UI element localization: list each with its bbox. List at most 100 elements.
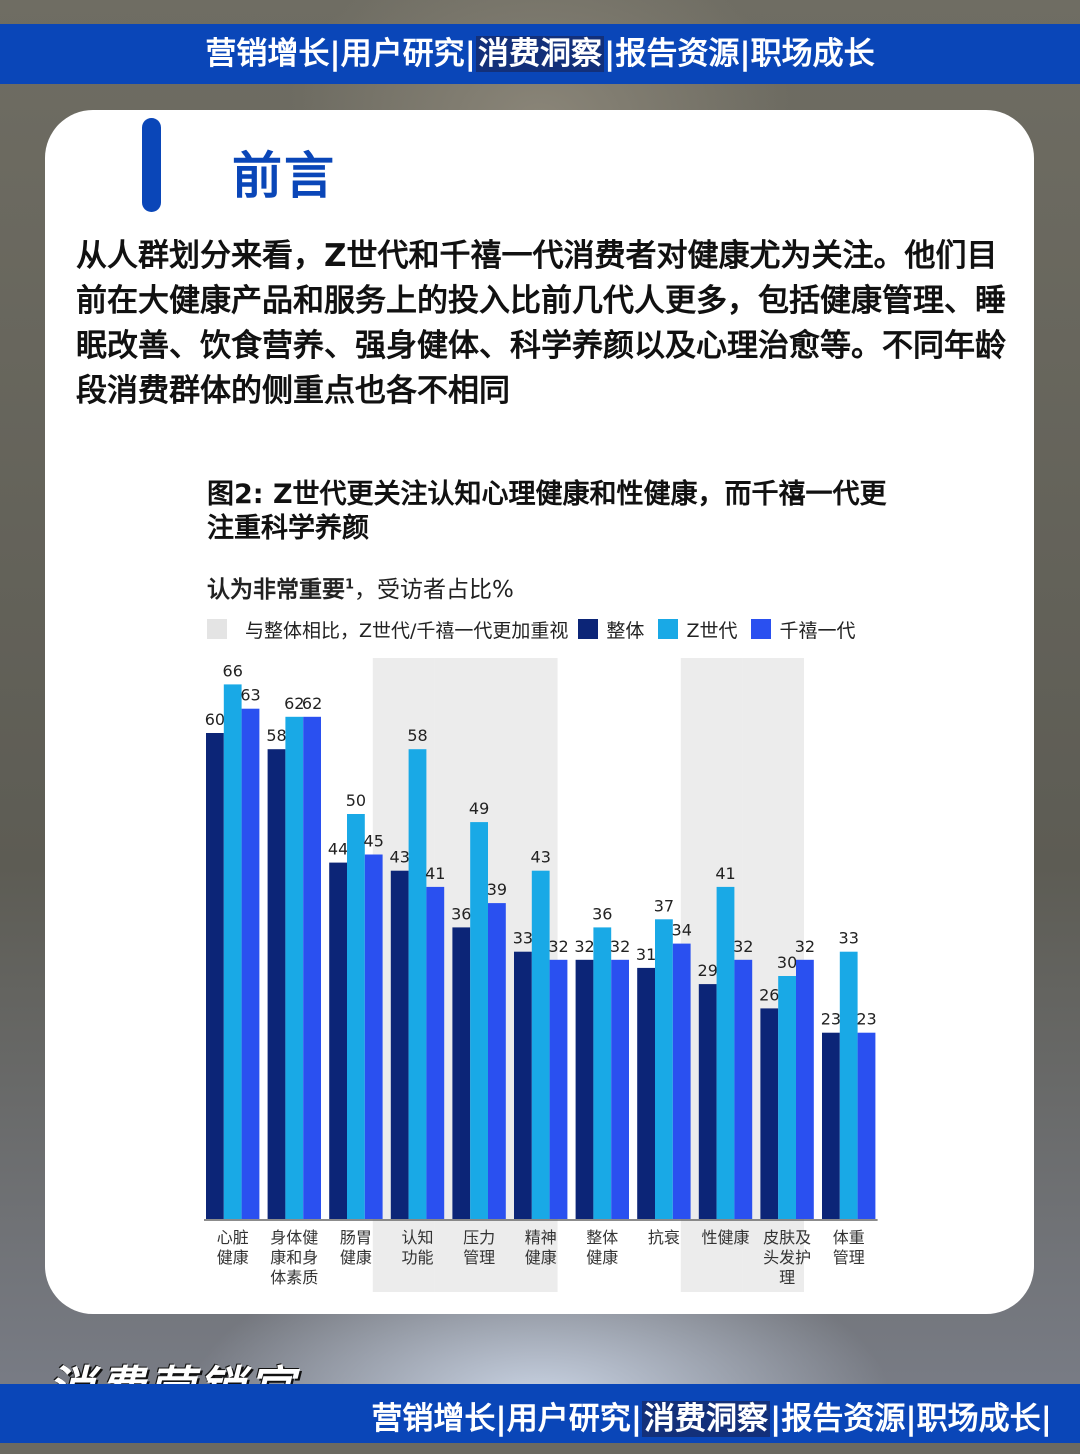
- legend-swatch-overall: [578, 619, 599, 639]
- bar-4-0: [452, 927, 471, 1219]
- page-heading: 前言: [232, 147, 336, 205]
- bar-6-0: [575, 959, 594, 1219]
- data-label-3-2: 41: [425, 864, 445, 883]
- bar-2-2: [364, 854, 383, 1219]
- data-label-6-1: 36: [592, 904, 612, 923]
- legend-swatch-genz: [658, 619, 679, 639]
- data-label-1-0: 58: [266, 726, 286, 745]
- category-label-7-0: 抗衰: [648, 1228, 680, 1247]
- chart-subtitle-footnote: 1: [345, 577, 355, 593]
- top-banner: 营销增长|用户研究|消费洞察|报告资源|职场成长: [0, 24, 1080, 84]
- bar-7-2: [672, 943, 691, 1219]
- category-label-1-2: 体素质: [270, 1268, 318, 1287]
- bar-8-0: [698, 984, 717, 1219]
- data-label-6-0: 32: [574, 937, 594, 956]
- category-label-9-0: 皮肤及: [763, 1228, 811, 1247]
- bar-9-1: [778, 976, 796, 1219]
- legend-swatch-highlight: [207, 619, 227, 639]
- data-label-4-2: 39: [487, 880, 507, 899]
- category-label-6-0: 整体: [586, 1228, 618, 1247]
- data-label-9-0: 26: [759, 985, 779, 1004]
- data-label-2-2: 45: [364, 832, 384, 851]
- bar-1-1: [285, 716, 304, 1219]
- bar-2-1: [347, 814, 365, 1219]
- data-label-10-2: 23: [856, 1010, 876, 1029]
- banner-bottom-highlight: 消费洞察: [642, 1401, 771, 1437]
- bar-10-0: [822, 1032, 840, 1219]
- data-label-3-0: 43: [390, 848, 410, 867]
- data-label-4-0: 36: [451, 904, 471, 923]
- bar-10-2: [857, 1032, 876, 1219]
- data-label-0-1: 66: [223, 661, 243, 680]
- data-label-6-2: 32: [610, 937, 630, 956]
- bar-4-1: [470, 822, 488, 1219]
- bar-9-0: [760, 1008, 779, 1219]
- legend-item-highlight: 与整体相比，Z世代/千禧一代更加重视: [207, 616, 568, 643]
- legend-label-highlight: 与整体相比，Z世代/千禧一代更加重视: [245, 619, 569, 642]
- bar-3-2: [426, 886, 445, 1219]
- data-label-0-2: 63: [240, 686, 260, 705]
- category-label-10-1: 管理: [833, 1248, 865, 1267]
- data-label-10-0: 23: [821, 1010, 841, 1029]
- legend-item-overall: 整体: [578, 616, 644, 643]
- data-label-7-1: 37: [654, 896, 674, 915]
- data-label-1-2: 62: [302, 694, 322, 713]
- chart-subtitle-unit: ，受访者占比%: [354, 577, 514, 603]
- data-label-7-2: 34: [672, 921, 692, 940]
- data-label-3-1: 58: [407, 726, 427, 745]
- data-label-9-2: 32: [795, 937, 815, 956]
- bar-9-2: [796, 959, 814, 1219]
- intro-paragraph: 从人群划分来看，Z世代和千禧一代消费者对健康尤为关注。他们目前在大健康产品和服务…: [76, 238, 1006, 409]
- bar-5-0: [514, 951, 532, 1219]
- chart-legend: 与整体相比，Z世代/千禧一代更加重视 整体 Z世代 千禧一代: [207, 615, 869, 643]
- bar-0-1: [223, 684, 242, 1219]
- legend-label-genz: Z世代: [686, 619, 738, 642]
- chart-title: 图2: Z世代更关注认知心理健康和性健康，而千禧一代更注重科学养颜: [207, 479, 887, 544]
- category-label-1-0: 身体健: [270, 1228, 318, 1247]
- bar-1-2: [303, 716, 321, 1219]
- banner-post: |报告资源|职场成长: [604, 36, 875, 72]
- legend-label-overall: 整体: [606, 619, 645, 642]
- category-label-1-1: 康和身: [270, 1248, 318, 1267]
- bar-10-1: [839, 951, 858, 1219]
- category-label-5-1: 健康: [525, 1248, 557, 1267]
- data-label-0-0: 60: [205, 710, 225, 729]
- category-label-4-0: 压力: [463, 1228, 495, 1247]
- bar-0-2: [241, 708, 260, 1219]
- category-label-9-1: 头发护: [763, 1248, 811, 1267]
- bar-0-0: [206, 733, 224, 1219]
- category-label-2-0: 肠胃: [340, 1228, 372, 1247]
- bar-4-2: [488, 903, 506, 1219]
- category-label-4-1: 管理: [463, 1248, 495, 1267]
- data-label-4-1: 49: [469, 799, 489, 818]
- category-label-5-0: 精神: [525, 1228, 557, 1247]
- legend-label-millennial: 千禧一代: [779, 619, 856, 642]
- bar-7-0: [637, 967, 655, 1219]
- banner-pre: 营销增长|用户研究|: [205, 36, 476, 72]
- heading-accent-bar: [142, 118, 161, 212]
- bar-8-2: [734, 959, 753, 1219]
- banner-bottom-post: |报告资源|职场成长|: [770, 1401, 1052, 1437]
- bar-2-0: [329, 862, 347, 1219]
- bottom-banner: 营销增长|用户研究|消费洞察|报告资源|职场成长|: [0, 1384, 1080, 1443]
- category-label-3-1: 功能: [401, 1248, 433, 1267]
- category-label-10-0: 体重: [833, 1228, 865, 1247]
- category-label-8-0: 性健康: [701, 1228, 749, 1247]
- bar-3-1: [408, 749, 427, 1219]
- data-label-2-0: 44: [328, 840, 348, 859]
- data-label-8-0: 29: [698, 961, 718, 980]
- data-label-10-1: 33: [839, 929, 859, 948]
- chart-subtitle-main: 认为非常重要: [207, 577, 345, 603]
- legend-item-genz: Z世代: [658, 616, 737, 643]
- data-label-9-1: 30: [777, 953, 797, 972]
- category-label-2-1: 健康: [340, 1248, 372, 1267]
- category-label-9-2: 理: [779, 1268, 795, 1287]
- bar-8-1: [716, 886, 735, 1219]
- bar-6-2: [611, 959, 629, 1219]
- bar-7-1: [655, 919, 673, 1219]
- data-label-7-0: 31: [636, 945, 656, 964]
- category-label-6-1: 健康: [586, 1248, 618, 1267]
- banner-bottom-pre: 营销增长|用户研究|: [371, 1401, 643, 1437]
- category-label-3-0: 认知: [401, 1228, 433, 1247]
